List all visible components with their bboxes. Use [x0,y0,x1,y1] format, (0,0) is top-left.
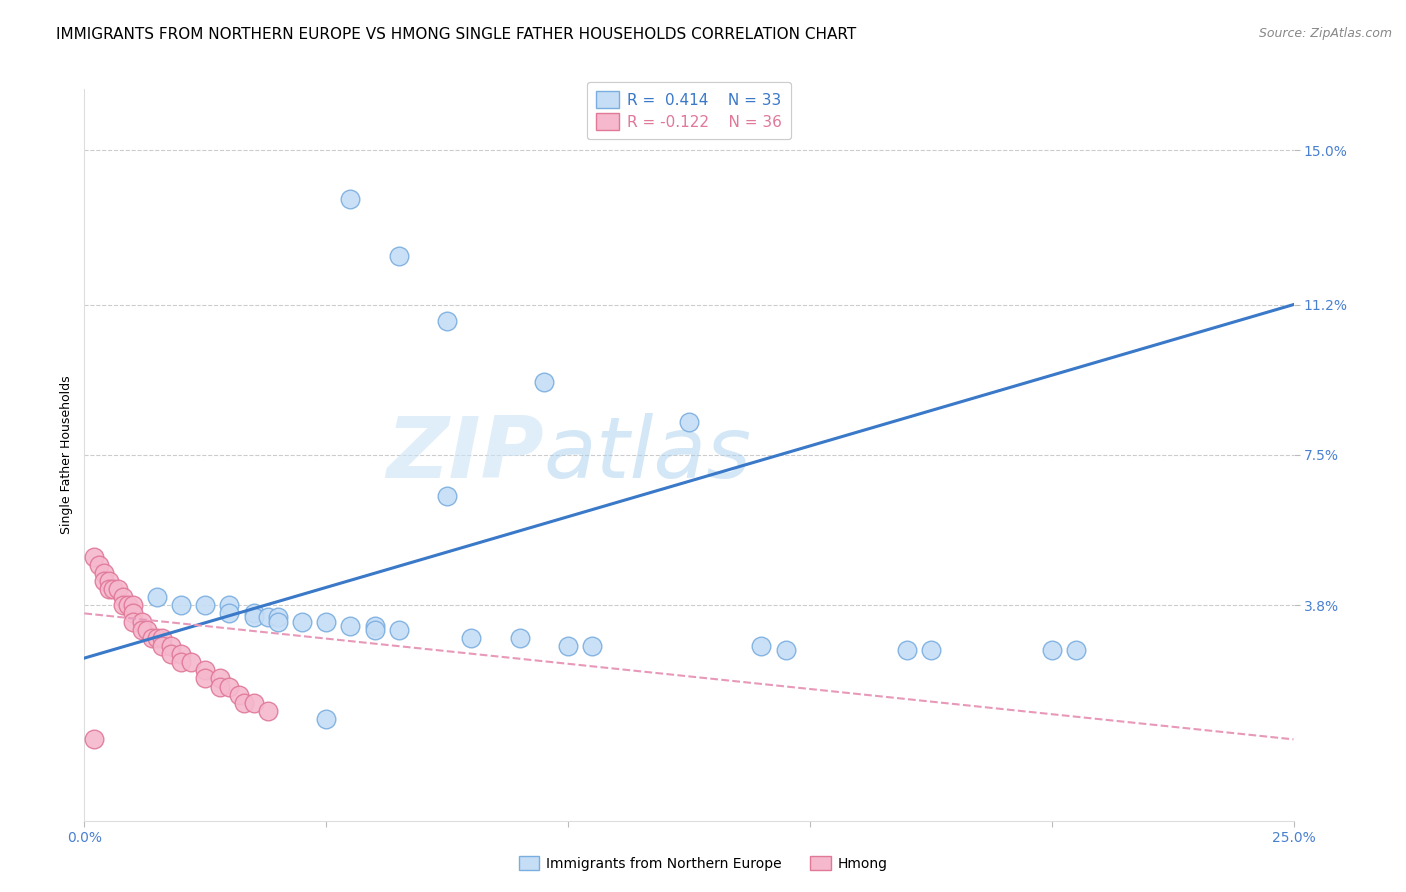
Point [533,375,555,389]
Point [146,631,169,645]
Point [267,610,290,624]
Point [121,615,143,629]
Point [242,607,264,621]
Point [97,582,120,596]
Point [93,566,115,580]
Point [751,639,773,653]
Text: atlas: atlas [544,413,752,497]
Point [170,599,193,613]
Point [208,672,231,686]
Point [1040,643,1063,657]
Point [581,639,603,653]
Point [291,615,314,629]
Point [363,623,385,637]
Point [160,647,183,661]
Point [218,607,240,621]
Point [218,680,240,694]
Point [160,639,183,653]
Text: ZIP: ZIP [387,413,544,497]
Legend: R =  0.414    N = 33, R = -0.122    N = 36: R = 0.414 N = 33, R = -0.122 N = 36 [588,82,790,139]
Point [339,192,361,206]
Point [107,582,129,596]
Point [920,643,942,657]
Point [678,416,700,430]
Point [83,549,105,564]
Point [141,631,163,645]
Point [97,574,120,588]
Y-axis label: Single Father Households: Single Father Households [60,376,73,534]
Point [242,610,264,624]
Point [146,590,169,604]
Point [257,610,280,624]
Point [121,607,143,621]
Point [1064,643,1087,657]
Point [315,615,337,629]
Text: IMMIGRANTS FROM NORTHERN EUROPE VS HMONG SINGLE FATHER HOUSEHOLDS CORRELATION CH: IMMIGRANTS FROM NORTHERN EUROPE VS HMONG… [56,27,856,42]
Point [436,489,458,503]
Point [267,615,290,629]
Point [194,672,217,686]
Point [131,615,153,629]
Point [257,704,280,718]
Text: Source: ZipAtlas.com: Source: ZipAtlas.com [1258,27,1392,40]
Point [388,249,411,263]
Point [388,623,411,637]
Point [436,314,458,328]
Point [112,590,135,604]
Point [194,663,217,677]
Point [896,643,918,657]
Point [170,647,193,661]
Point [87,558,110,572]
Point [136,623,159,637]
Point [339,618,361,632]
Point [103,582,125,596]
Point [131,623,153,637]
Point [509,631,531,645]
Legend: Immigrants from Northern Europe, Hmong: Immigrants from Northern Europe, Hmong [513,850,893,876]
Point [363,618,385,632]
Point [775,643,797,657]
Point [242,696,264,710]
Point [194,599,217,613]
Point [233,696,256,710]
Point [117,599,139,613]
Point [170,655,193,669]
Point [112,599,135,613]
Point [121,599,143,613]
Point [228,688,250,702]
Point [93,574,115,588]
Point [557,639,579,653]
Point [180,655,202,669]
Point [208,680,231,694]
Point [460,631,482,645]
Point [315,712,337,726]
Point [150,631,173,645]
Point [83,732,105,747]
Point [218,599,240,613]
Point [150,639,173,653]
